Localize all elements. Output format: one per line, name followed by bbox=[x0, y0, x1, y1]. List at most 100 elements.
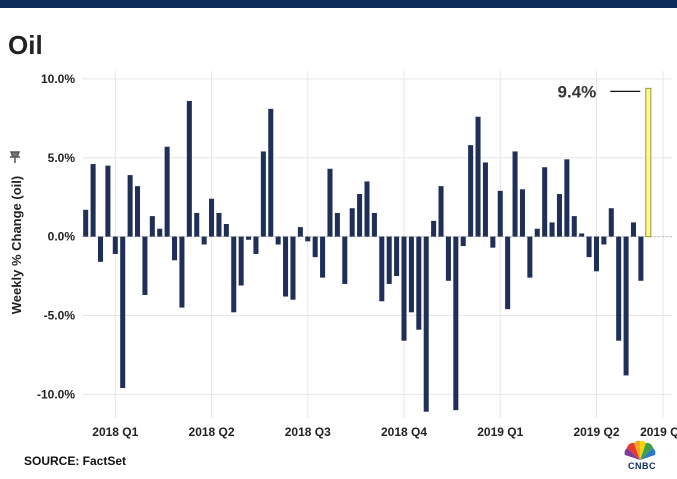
bar bbox=[112, 236, 118, 254]
bar bbox=[290, 236, 296, 300]
bars bbox=[83, 87, 652, 412]
bar bbox=[157, 228, 163, 237]
oil-weekly-change-chart: 10.0% 5.0% 0.0% -5.0% -10.0% 2018 Q1 2018 Q2 20… bbox=[9, 71, 677, 439]
bar bbox=[105, 165, 111, 237]
y-tick-label: 0.0% bbox=[48, 230, 76, 244]
bar bbox=[527, 236, 533, 278]
bar bbox=[401, 236, 407, 341]
bar bbox=[260, 151, 266, 237]
bar bbox=[601, 236, 607, 245]
bar bbox=[275, 236, 281, 245]
bar bbox=[201, 236, 207, 245]
bar bbox=[593, 236, 599, 272]
bar bbox=[83, 209, 89, 237]
bar bbox=[386, 236, 392, 284]
bar bbox=[246, 236, 252, 240]
bar bbox=[564, 159, 570, 237]
y-axis-label: Weekly % Change (oil) bbox=[9, 176, 24, 314]
bar bbox=[394, 236, 400, 277]
bar bbox=[445, 236, 451, 281]
bar bbox=[556, 194, 562, 237]
bar bbox=[497, 190, 503, 237]
source-note: SOURCE: FactSet bbox=[24, 454, 127, 468]
bar bbox=[579, 233, 585, 237]
axis-labels: 10.0% 5.0% 0.0% -5.0% -10.0% 2018 Q1 2018 Q2 20… bbox=[9, 72, 677, 439]
bar bbox=[423, 236, 429, 412]
bar bbox=[608, 208, 614, 237]
bar bbox=[179, 236, 185, 308]
bar bbox=[194, 212, 200, 237]
y-tick-label: -5.0% bbox=[44, 308, 76, 322]
pin-icon bbox=[9, 151, 21, 163]
bar bbox=[209, 198, 215, 237]
bar bbox=[357, 194, 363, 237]
bar bbox=[90, 164, 96, 237]
bar bbox=[305, 236, 311, 242]
bar bbox=[616, 236, 622, 341]
highlight-bar bbox=[645, 87, 652, 238]
bar bbox=[120, 236, 126, 389]
x-tick-label: 2019 Q3 bbox=[640, 425, 677, 439]
bar bbox=[238, 236, 244, 286]
bar bbox=[475, 116, 481, 237]
x-tick-label: 2019 Q2 bbox=[573, 425, 619, 439]
bar bbox=[97, 236, 104, 262]
bar bbox=[127, 175, 133, 237]
bar bbox=[549, 222, 555, 237]
bar bbox=[297, 227, 303, 237]
bar bbox=[571, 216, 577, 237]
bar bbox=[142, 236, 148, 295]
bar bbox=[172, 236, 178, 261]
bar bbox=[534, 228, 540, 237]
x-tick-label: 2018 Q1 bbox=[92, 425, 138, 439]
brand-logo-text: CNBC bbox=[628, 461, 656, 471]
x-tick-label: 2018 Q2 bbox=[189, 425, 235, 439]
bar bbox=[320, 236, 326, 278]
bar bbox=[542, 167, 548, 237]
bar bbox=[216, 212, 222, 237]
chart-title: Oil bbox=[8, 30, 43, 60]
bar bbox=[431, 220, 437, 237]
bar bbox=[135, 186, 141, 237]
bar bbox=[408, 236, 414, 313]
bar bbox=[586, 236, 592, 258]
bar bbox=[223, 224, 229, 237]
bar bbox=[438, 186, 444, 237]
bar bbox=[460, 236, 466, 247]
y-tick-label: 5.0% bbox=[48, 151, 76, 165]
bar bbox=[468, 145, 474, 237]
bar bbox=[379, 236, 385, 302]
x-tick-label: 2018 Q3 bbox=[285, 425, 331, 439]
bar bbox=[453, 236, 459, 411]
bar bbox=[327, 168, 333, 237]
bar bbox=[505, 236, 511, 310]
bar bbox=[149, 216, 155, 237]
bar bbox=[630, 222, 637, 237]
bar bbox=[231, 236, 237, 313]
header-bar bbox=[0, 0, 677, 8]
bar bbox=[416, 236, 422, 330]
bar bbox=[638, 236, 644, 281]
bar bbox=[371, 212, 377, 237]
bar bbox=[342, 236, 348, 284]
bar bbox=[186, 100, 192, 237]
bar bbox=[512, 151, 518, 237]
bar bbox=[312, 236, 318, 258]
bar bbox=[364, 181, 370, 237]
annotation-label: 9.4% bbox=[558, 82, 597, 101]
peacock-logo-icon bbox=[624, 440, 656, 460]
bar bbox=[519, 189, 525, 237]
bar bbox=[349, 208, 355, 237]
bar bbox=[253, 236, 259, 254]
bar bbox=[283, 236, 289, 297]
gridlines bbox=[82, 71, 674, 418]
bar bbox=[268, 108, 274, 237]
bar bbox=[164, 146, 170, 237]
x-tick-label: 2019 Q1 bbox=[477, 425, 523, 439]
bar bbox=[482, 162, 488, 237]
bar bbox=[334, 212, 340, 237]
bar bbox=[490, 236, 496, 248]
y-tick-label: -10.0% bbox=[37, 387, 75, 401]
bar bbox=[623, 236, 629, 376]
x-tick-label: 2018 Q4 bbox=[381, 425, 427, 439]
